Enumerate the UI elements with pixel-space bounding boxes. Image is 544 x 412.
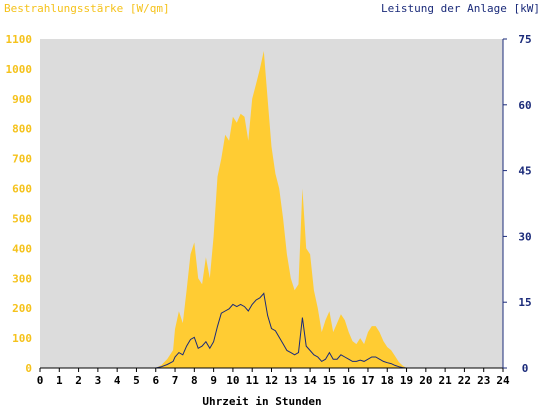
y-left-tick-label: 500 — [12, 212, 32, 225]
x-tick-label: 18 — [381, 374, 394, 387]
y-right-tick-label: 60 — [518, 99, 531, 112]
y-left-tick-label: 200 — [12, 302, 32, 315]
x-tick-label: 4 — [114, 374, 121, 387]
x-tick-label: 14 — [303, 374, 317, 387]
x-tick-label: 20 — [419, 374, 432, 387]
y-left-tick-label: 600 — [12, 183, 32, 196]
y-left-tick-label: 700 — [12, 153, 32, 166]
y-left-tick-label: 1100 — [6, 33, 33, 46]
y-left-tick-label: 400 — [12, 242, 32, 255]
x-tick-label: 12 — [265, 374, 278, 387]
irradiance-area — [40, 51, 503, 368]
y-left-tick-label: 0 — [25, 362, 32, 375]
left-axis-title: Bestrahlungsstärke [W/qm] — [4, 2, 170, 15]
axes-layer: 0 1 2 3 4 5 6 7 8 9 10 11 12 13 14 15 16 17 18 19 20 21 22 23 24… — [6, 33, 532, 387]
y-right-tick-label: 45 — [518, 165, 531, 178]
y-right-tick-label: 15 — [518, 296, 531, 309]
x-tick-label: 10 — [226, 374, 239, 387]
x-tick-label: 15 — [323, 374, 336, 387]
x-tick-label: 5 — [133, 374, 140, 387]
x-tick-label: 22 — [458, 374, 471, 387]
x-tick-label: 16 — [342, 374, 356, 387]
y-left-tick-label: 800 — [12, 123, 32, 136]
x-tick-label: 11 — [246, 374, 260, 387]
x-tick-label: 13 — [284, 374, 297, 387]
y-left-tick-label: 900 — [12, 93, 32, 106]
x-tick-label: 0 — [37, 374, 44, 387]
x-tick-label: 9 — [210, 374, 217, 387]
y-left-tick-label: 300 — [12, 272, 32, 285]
x-tick-label: 6 — [152, 374, 159, 387]
x-tick-label: 21 — [439, 374, 453, 387]
x-tick-label: 8 — [191, 374, 198, 387]
power-line — [40, 292, 503, 369]
x-tick-label: 7 — [172, 374, 179, 387]
x-axis-label: Uhrzeit in Stunden — [202, 395, 321, 408]
x-tick-label: 1 — [56, 374, 63, 387]
y-right-tick-label: 75 — [518, 33, 531, 46]
x-tick-label: 24 — [496, 374, 510, 387]
x-tick-label: 23 — [477, 374, 490, 387]
x-tick-label: 3 — [95, 374, 102, 387]
x-tick-label: 17 — [361, 374, 374, 387]
series-layer — [40, 51, 503, 369]
x-tick-label: 19 — [400, 374, 413, 387]
x-tick-label: 2 — [75, 374, 82, 387]
right-axis-title: Leistung der Anlage [kW] — [381, 2, 540, 15]
y-right-tick-label: 30 — [518, 230, 531, 243]
y-right-tick-label: 0 — [522, 362, 529, 375]
y-left-tick-label: 100 — [12, 332, 32, 345]
y-left-tick-label: 1000 — [6, 63, 33, 76]
